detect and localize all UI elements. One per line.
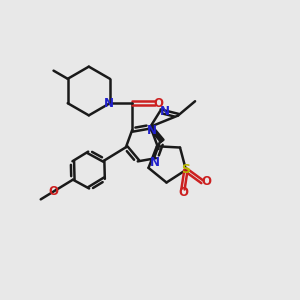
Text: N: N	[104, 97, 114, 110]
Text: N: N	[149, 156, 159, 169]
Text: O: O	[201, 175, 211, 188]
Text: O: O	[178, 186, 188, 199]
Text: O: O	[153, 97, 163, 110]
Text: N: N	[160, 105, 170, 118]
Text: O: O	[48, 185, 58, 198]
Text: S: S	[182, 164, 190, 176]
Text: N: N	[147, 124, 157, 137]
